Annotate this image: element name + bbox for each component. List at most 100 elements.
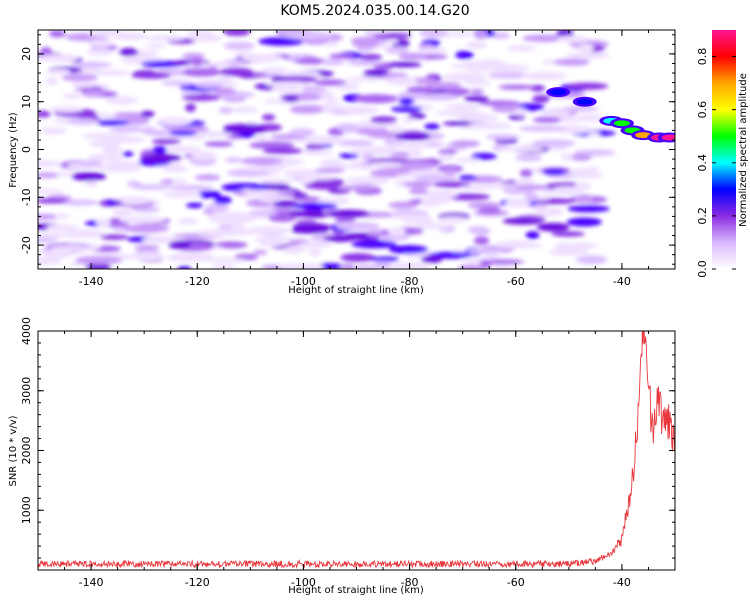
spectrogram-cell	[388, 245, 429, 254]
spectrogram-cell	[465, 41, 488, 49]
spectrogram-cell	[525, 231, 540, 240]
spectrogram-cell	[308, 182, 340, 190]
spectrogram-cells	[38, 30, 675, 269]
spectrogram-cell	[50, 245, 91, 251]
spectrogram-cell	[244, 189, 281, 197]
spectrogram-cell	[96, 119, 130, 126]
spectrogram-cell	[458, 175, 478, 181]
spectrogram-cell	[571, 153, 592, 161]
x-tick-label: -60	[507, 576, 525, 589]
snr-series-line	[38, 331, 675, 569]
spectrogram-x-label: Height of straight line (km)	[288, 285, 424, 296]
spectrogram-cell	[335, 184, 381, 191]
spectrogram-cell	[132, 206, 160, 213]
spectrogram-cell	[351, 240, 397, 249]
spectrogram-cell	[151, 138, 181, 145]
spectrogram-cell	[316, 263, 345, 269]
spectrogram-cell	[196, 190, 222, 199]
spectrogram-cell	[277, 263, 309, 269]
spectrogram-cell	[417, 47, 448, 55]
spectrogram-cell	[350, 36, 389, 44]
spectrogram-cell	[219, 67, 253, 77]
spectrogram-cell	[213, 195, 232, 205]
colorbar-tick-label: 0.4	[696, 154, 709, 172]
spectrogram-cell	[532, 95, 550, 103]
spectrogram-cell	[65, 229, 106, 238]
spectrogram-cell	[214, 241, 248, 249]
spectrogram-cell	[282, 95, 299, 103]
snr-y-label: SNR (10 * v/v)	[8, 415, 19, 486]
spectrogram-cell	[253, 249, 268, 255]
spectrogram-cell	[388, 201, 419, 209]
spectrogram-cell	[490, 32, 511, 40]
spectrogram-cell	[416, 223, 451, 230]
spectrogram-cell	[55, 213, 70, 219]
spectrogram-cell	[287, 53, 305, 61]
snr-x-label: Height of straight line (km)	[288, 585, 424, 596]
spectrogram-cell	[268, 214, 297, 223]
spectrogram-cell	[358, 146, 397, 153]
spectrogram-cell	[533, 207, 564, 217]
spectrogram-cell	[238, 131, 255, 139]
spectrogram-cell	[205, 203, 230, 213]
spectrogram-cell	[185, 103, 196, 113]
spectrogram-cell	[483, 64, 530, 73]
spectrogram-cell	[323, 235, 357, 242]
spectrogram-cell	[551, 231, 585, 237]
spectrogram-cell	[551, 186, 583, 196]
spectrogram-cell	[328, 53, 355, 60]
spectrogram-cell	[253, 134, 270, 142]
spectrogram-cell	[196, 131, 233, 138]
spectrogram-cell	[394, 131, 431, 141]
spectrogram-cell	[363, 69, 389, 76]
spectrogram-cell	[119, 216, 166, 224]
spectrogram-cell	[370, 256, 400, 262]
spectrogram-cell	[467, 201, 502, 209]
spectrogram-cell	[189, 33, 223, 42]
spectrogram-cell	[442, 72, 487, 82]
spectrogram-cell	[358, 54, 383, 61]
spectrogram-cell	[406, 86, 435, 93]
spectrogram-cell	[168, 184, 214, 191]
x-tick-label: -40	[613, 275, 631, 288]
x-tick-label: -100	[291, 576, 316, 589]
spectrogram-cell	[300, 135, 348, 145]
spectrogram-cell	[162, 191, 202, 199]
spectrogram-cell	[338, 153, 359, 159]
spectrogram-cell	[38, 232, 68, 238]
spectrogram-cell	[261, 66, 287, 75]
x-tick-label: -40	[613, 576, 631, 589]
y-tick-label: 3000	[20, 377, 33, 405]
spectrogram-cell	[289, 105, 324, 114]
spectrogram-cell	[62, 93, 82, 100]
spectrogram-y-label: Frequency (Hz)	[8, 112, 19, 188]
spectrogram-cell	[408, 112, 426, 119]
spectrogram-cell	[297, 241, 333, 249]
spectrogram-cell	[308, 249, 322, 256]
spectrogram-cell	[536, 222, 570, 232]
signal-track-point	[613, 120, 630, 127]
spectrogram-cell	[427, 195, 452, 205]
spectrogram-cell	[84, 179, 98, 188]
spectrogram-cell	[79, 159, 103, 167]
spectrogram-cell	[380, 229, 391, 235]
spectrogram-cell	[576, 114, 606, 122]
spectrogram-cell	[283, 169, 320, 178]
spectrogram-cell	[450, 140, 481, 148]
spectrogram-cell	[139, 153, 182, 163]
x-tick-label: -100	[291, 275, 316, 288]
colorbar-tick-label: 0.2	[696, 207, 709, 225]
spectrogram-cell	[485, 133, 520, 140]
spectrogram-cell	[455, 157, 480, 163]
spectrogram-cell	[40, 47, 52, 55]
x-tick-label: -120	[185, 275, 210, 288]
spectrogram-cell	[553, 58, 590, 66]
spectrogram-cell	[168, 241, 192, 249]
spectrogram-cell	[567, 205, 610, 213]
spectrogram-cell	[366, 230, 384, 237]
spectrogram-cell	[421, 255, 443, 264]
spectrogram-cell	[524, 190, 536, 199]
spectrogram-cell	[459, 185, 494, 191]
spectrogram-cell	[145, 34, 186, 42]
spectrogram-cell	[71, 61, 113, 68]
